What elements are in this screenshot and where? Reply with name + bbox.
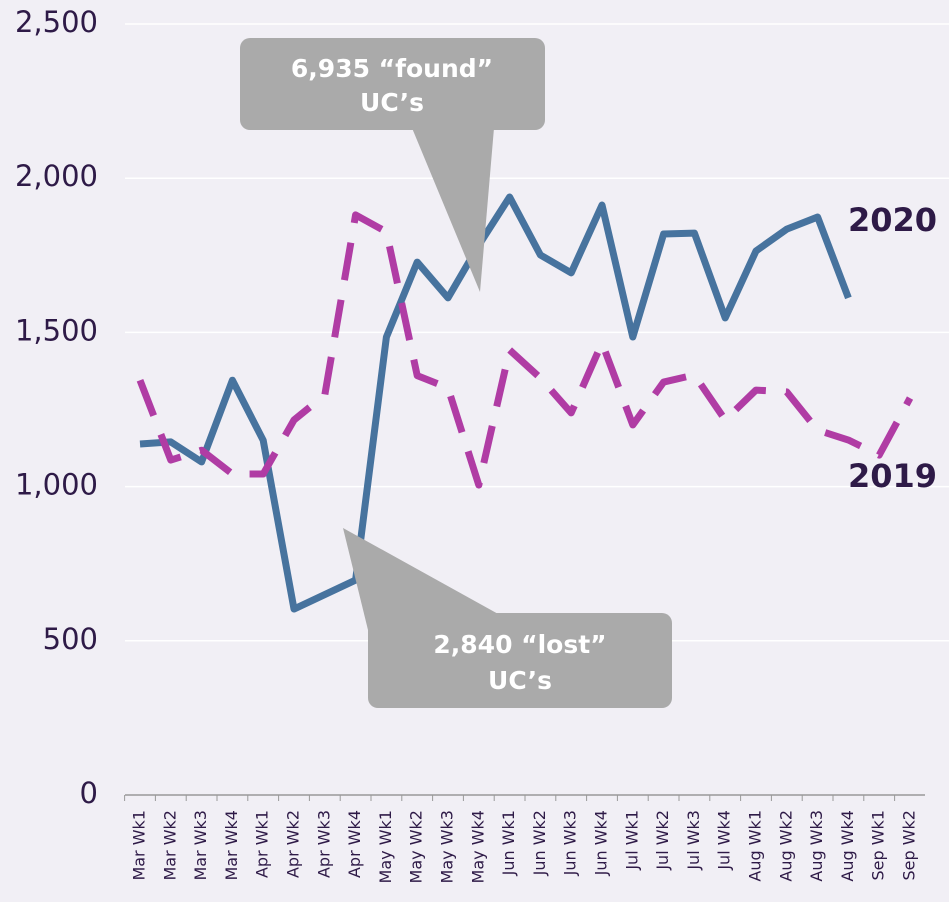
callout-text: 6,935 “found” — [291, 54, 493, 83]
x-tick-label: Aug Wk4 — [838, 810, 857, 882]
x-tick-label: Sep Wk1 — [869, 810, 888, 881]
x-tick-label: Aug Wk2 — [776, 810, 795, 882]
series-line — [136, 211, 914, 489]
x-tick-label: Apr Wk3 — [314, 810, 333, 878]
y-tick-label: 1,000 — [15, 468, 98, 502]
x-tick-label: Jul Wk1 — [622, 810, 641, 871]
x-tick-label: Sep Wk2 — [900, 810, 919, 881]
x-tick-label: May Wk4 — [468, 810, 487, 883]
series-line — [139, 193, 852, 613]
x-tick-label: Apr Wk2 — [284, 810, 303, 878]
x-tick-label: Mar Wk1 — [130, 810, 149, 881]
x-tick-label: Mar Wk2 — [160, 810, 179, 881]
callout-text: UC’s — [360, 88, 424, 117]
x-tick-label: Jul Wk4 — [715, 810, 734, 871]
callout-pointer — [412, 128, 494, 292]
y-tick-label: 1,500 — [15, 313, 98, 347]
x-tick-label: May Wk1 — [376, 810, 395, 883]
legend-label: 2020 — [848, 201, 937, 239]
callout-pointer — [343, 528, 500, 630]
y-tick-label: 2,000 — [15, 159, 98, 193]
callout-text: UC’s — [488, 666, 552, 695]
y-tick-label: 500 — [43, 622, 98, 656]
callout-lost: 2,840 “lost” UC’s — [343, 528, 672, 708]
x-tick-label: Jul Wk2 — [653, 810, 672, 871]
x-tick-label: Jun Wk4 — [592, 810, 611, 876]
x-tick-label: Aug Wk1 — [746, 810, 765, 882]
x-tick-label: Mar Wk3 — [191, 810, 210, 881]
x-tick-label: Aug Wk3 — [807, 810, 826, 882]
callout-box — [240, 38, 545, 130]
x-tick-label: Apr Wk4 — [345, 810, 364, 878]
x-tick-label: Jun Wk1 — [499, 810, 518, 876]
callout-found: 6,935 “found” UC’s — [240, 38, 545, 292]
x-tick-label: Mar Wk4 — [222, 810, 241, 881]
x-tick-label: Jul Wk3 — [684, 810, 703, 871]
x-tick-label: Jun Wk3 — [561, 810, 580, 876]
x-tick-label: Apr Wk1 — [253, 810, 272, 878]
x-tick-label: Jun Wk2 — [530, 810, 549, 876]
y-tick-label: 0 — [80, 776, 98, 810]
x-tick-label: May Wk2 — [407, 810, 426, 883]
y-tick-label: 2,500 — [15, 5, 98, 39]
legend-label: 2019 — [848, 457, 937, 495]
callout-text: 2,840 “lost” — [433, 630, 606, 659]
callout-box — [368, 613, 672, 708]
x-tick-label: May Wk3 — [438, 810, 457, 883]
